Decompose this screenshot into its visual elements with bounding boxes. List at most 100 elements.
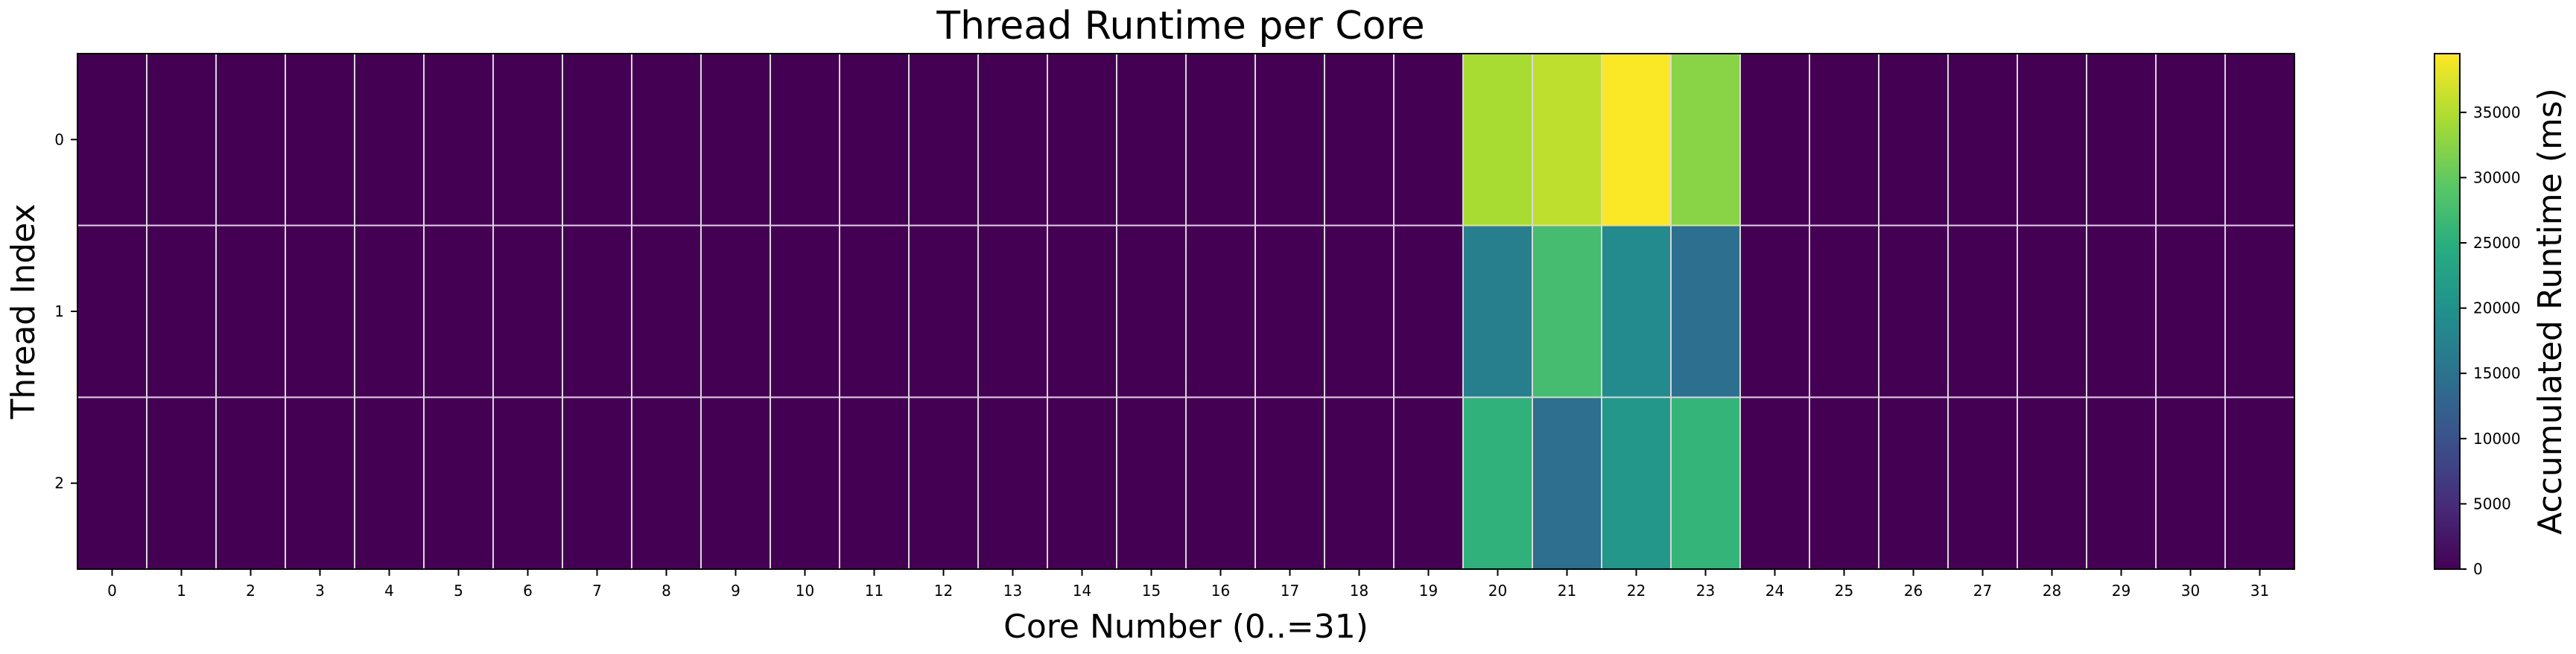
x-tick-label-12: 12 [934, 582, 953, 600]
heatmap-cell-r2-c19 [1394, 397, 1464, 570]
heatmap-cell-r1-c29 [2087, 225, 2157, 398]
heatmap-cell-r0-c1 [147, 54, 217, 226]
heatmap-cell-r0-c17 [1255, 54, 1325, 226]
colorbar-tick-label-25000: 25000 [2473, 234, 2521, 252]
heatmap-cell-r0-c11 [840, 54, 910, 226]
heatmap-cell-r1-c1 [147, 225, 217, 398]
heatmap-cell-r2-c15 [1117, 397, 1187, 570]
colorbar-label: Accumulated Runtime (ms) [2531, 88, 2569, 535]
heatmap-cell-r0-c3 [285, 54, 355, 226]
heatmap-cell-r1-c0 [77, 225, 147, 398]
x-tick-label-14: 14 [1073, 582, 1091, 600]
y-axis-label: Thread Index [4, 204, 42, 420]
heatmap-cell-r0-c5 [424, 54, 494, 226]
x-tick-label-23: 23 [1696, 582, 1715, 600]
heatmap-cell-r2-c21 [1532, 397, 1602, 570]
heatmap-cell-r0-c15 [1117, 54, 1187, 226]
heatmap-cell-r2-c17 [1255, 397, 1325, 570]
colorbar-tick-label-35000: 35000 [2473, 104, 2521, 121]
heatmap-cell-r0-c7 [562, 54, 632, 226]
x-tick-label-24: 24 [1766, 582, 1784, 600]
heatmap-cell-r0-c14 [1047, 54, 1117, 226]
x-tick-label-3: 3 [315, 582, 325, 600]
heatmap-cell-r1-c23 [1671, 225, 1741, 398]
colorbar [2434, 53, 2461, 570]
heatmap-cell-r2-c16 [1186, 397, 1256, 570]
heatmap-cell-r2-c5 [424, 397, 494, 570]
heatmap-cell-r0-c24 [1740, 54, 1810, 226]
heatmap-cell-r2-c12 [909, 397, 979, 570]
heatmap-cell-r1-c3 [285, 225, 355, 398]
heatmap-cell-r2-c0 [77, 397, 147, 570]
heatmap-cell-r2-c28 [2017, 397, 2087, 570]
heatmap-cell-r1-c24 [1740, 225, 1810, 398]
x-axis-ticks: 0 1 2 3 4 5 6 7 8 9 10 11 12 13 14 15 16 17 18 19 20 21 22 23 24… [107, 569, 2269, 600]
heatmap-cell-r1-c18 [1325, 225, 1395, 398]
x-tick-label-28: 28 [2043, 582, 2061, 600]
colorbar-ticks: 0 5000 10000 15000 20000 25000 30000 35000 [2460, 104, 2521, 578]
chart-title: Thread Runtime per Core [936, 4, 1424, 48]
heatmap-cell-r0-c2 [216, 54, 286, 226]
x-tick-label-6: 6 [523, 582, 533, 600]
x-axis-label: Core Number (0..=31) [1003, 608, 1368, 646]
heatmap-cell-r2-c6 [493, 397, 563, 570]
heatmap-cell-r1-c12 [909, 225, 979, 398]
x-tick-label-10: 10 [796, 582, 814, 600]
heatmap-cell-r0-c25 [1809, 54, 1879, 226]
heatmap-cell-r1-c27 [1948, 225, 2018, 398]
heatmap-cell-r0-c0 [77, 54, 147, 226]
heatmap-cell-r0-c16 [1186, 54, 1256, 226]
heatmap-cell-r2-c11 [840, 397, 910, 570]
heatmap-cell-r2-c1 [147, 397, 217, 570]
heatmap-cell-r1-c7 [562, 225, 632, 398]
heatmap-cell-r2-c24 [1740, 397, 1810, 570]
heatmap-cell-r1-c11 [840, 225, 910, 398]
heatmap-cell-r0-c29 [2087, 54, 2157, 226]
heatmap-cell-r0-c13 [978, 54, 1048, 226]
heatmap-cell-r2-c2 [216, 397, 286, 570]
heatmap-cell-r2-c22 [1602, 397, 1672, 570]
y-tick-label-1: 1 [54, 302, 64, 320]
heatmap-cell-r1-c16 [1186, 225, 1256, 398]
x-tick-label-25: 25 [1835, 582, 1853, 600]
heatmap-cell-r0-c4 [355, 54, 425, 226]
heatmap-cell-r0-c18 [1325, 54, 1395, 226]
x-tick-label-21: 21 [1558, 582, 1576, 600]
heatmap-cell-r0-c26 [1879, 54, 1949, 226]
colorbar-tick-label-30000: 30000 [2473, 168, 2521, 186]
x-tick-label-5: 5 [454, 582, 463, 600]
cell-gridlines [77, 54, 2294, 569]
heatmap-cell-r0-c30 [2156, 54, 2226, 226]
x-tick-label-2: 2 [246, 582, 256, 600]
x-tick-label-22: 22 [1627, 582, 1646, 600]
x-tick-label-30: 30 [2181, 582, 2200, 600]
colorbar-tick-label-15000: 15000 [2473, 364, 2521, 382]
heatmap-cell-r1-c5 [424, 225, 494, 398]
heatmap-cell-r0-c31 [2225, 54, 2295, 226]
x-tick-label-31: 31 [2250, 582, 2269, 600]
heatmap-cell-r2-c9 [701, 397, 771, 570]
heatmap-cell-r1-c22 [1602, 225, 1672, 398]
heatmap-cell-r1-c19 [1394, 225, 1464, 398]
y-tick-label-0: 0 [54, 130, 64, 148]
x-tick-label-13: 13 [1003, 582, 1022, 600]
x-tick-label-9: 9 [731, 582, 740, 600]
heatmap-cell-r1-c31 [2225, 225, 2295, 398]
heatmap-cell-r2-c23 [1671, 397, 1741, 570]
colorbar-tick-label-0: 0 [2473, 560, 2483, 578]
y-axis-ticks: 0 1 2 [54, 130, 77, 492]
heatmap-cell-r2-c25 [1809, 397, 1879, 570]
heatmap-cell-r2-c13 [978, 397, 1048, 570]
x-tick-label-8: 8 [662, 582, 671, 600]
y-tick-label-2: 2 [54, 474, 64, 492]
x-tick-label-4: 4 [384, 582, 394, 600]
heatmap-cell-r2-c18 [1325, 397, 1395, 570]
heatmap-cell-r2-c7 [562, 397, 632, 570]
heatmap-cell-r2-c27 [1948, 397, 2018, 570]
heatmap-cell-r1-c17 [1255, 225, 1325, 398]
heatmap-cell-r1-c9 [701, 225, 771, 398]
heatmap-cell-r1-c2 [216, 225, 286, 398]
heatmap-cell-r1-c30 [2156, 225, 2226, 398]
heatmap-cell-r2-c26 [1879, 397, 1949, 570]
